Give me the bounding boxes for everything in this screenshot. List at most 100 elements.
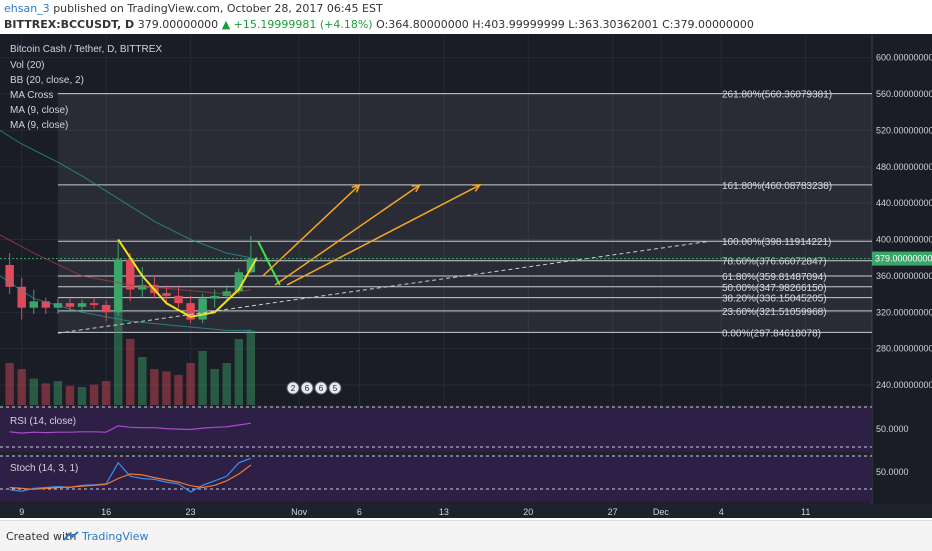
legend-bb[interactable]: BB (20, close, 2) (10, 75, 84, 86)
change-value: +15.19999981 (+4.18%) (233, 18, 373, 31)
candle-body (174, 295, 183, 304)
up-arrow-icon: ▲ (221, 18, 231, 31)
fib-level-label: 50.00%(347.98266150) (722, 283, 827, 294)
y-axis-labels: 600.00000000 560.00000000 520.00000000 480.… (876, 53, 932, 390)
bb-lower-line (0, 275, 251, 331)
x-tick-label: Dec (653, 507, 670, 517)
x-tick-label: 23 (186, 507, 196, 517)
volume-bar (150, 369, 159, 405)
price-pane (0, 34, 872, 405)
rsi-pane (0, 407, 872, 452)
last-price: 379.00000000 (137, 18, 219, 31)
candle-body (89, 303, 99, 305)
x-tick-label: 13 (439, 507, 449, 517)
bb-upper-line (0, 129, 251, 259)
candle-body (17, 286, 26, 308)
fib-zone (57, 93, 873, 333)
volume-bar (222, 363, 231, 405)
tradingview-logo-icon (63, 531, 79, 541)
stoch-k-line (9, 457, 252, 493)
candle-body (41, 301, 51, 308)
rsi-label[interactable]: RSI (14, close) (10, 416, 76, 427)
legend-ma-1[interactable]: MA (9, close) (10, 105, 68, 116)
indicator-legend: Bitcoin Cash / Tether, D, BITTREX Vol (2… (10, 44, 162, 131)
stoch-level-label: 50.0000 (876, 467, 909, 477)
volume-bar (186, 363, 195, 405)
volume-bar (29, 378, 38, 405)
candle-body (234, 272, 244, 292)
volume-bar (113, 285, 123, 405)
arrow-head-icon (351, 183, 361, 193)
y-tick-label: 480.00000000 (876, 162, 932, 172)
volume-bar (17, 369, 26, 405)
x-tick-label: 6 (357, 507, 362, 517)
bb-middle-line (0, 234, 251, 295)
pullback-line (257, 240, 281, 286)
volume-bar (174, 375, 183, 405)
volume-bar (234, 339, 244, 405)
volume-bar (77, 387, 87, 405)
volume-bar (41, 383, 51, 405)
x-axis-labels: 9 16 23 Nov 6 13 20 27 Dec 4 11 (19, 507, 810, 517)
volume-bar (126, 339, 135, 405)
legend-ma-2[interactable]: MA (9, close) (10, 120, 68, 131)
arrow-head-icon (411, 183, 422, 193)
volume-bar (138, 357, 147, 405)
x-tick-label: 27 (608, 507, 618, 517)
fib-level-label: 0.00%(297.84618078) (722, 328, 821, 339)
author-link[interactable]: ehsan_3 (4, 2, 50, 15)
footer: Created with TradingView (0, 520, 932, 551)
volume-bars (5, 285, 256, 405)
y-tick-label: 520.00000000 (876, 125, 932, 135)
candle-body (113, 259, 123, 313)
fibonacci-retracement[interactable]: 261.80%(560.36079381) 161.80%(460.0878323… (57, 90, 873, 340)
event-badge-icon (314, 381, 328, 395)
target-arrow-line (286, 184, 481, 286)
publish-line: ehsan_3 published on TradingView.com, Oc… (4, 2, 383, 15)
arrow-head-icon (472, 184, 482, 192)
fib-level-label: 38.20%(336.15045205) (722, 294, 827, 305)
x-tick-label: Nov (291, 507, 308, 517)
fib-level-label: 100.00%(398.11914221) (722, 237, 831, 248)
stoch-d-line (9, 464, 252, 490)
created-with-label: Created with (6, 530, 77, 543)
candle-body (198, 298, 207, 320)
legend-ma-cross[interactable]: MA Cross (10, 90, 53, 101)
y-tick-label: 320.00000000 (876, 307, 932, 317)
symbol-label: BITTREX:BCCUSDT, D (4, 18, 135, 31)
low-value: L:363.30362001 (568, 18, 659, 31)
high-value: H:403.99999999 (472, 18, 565, 31)
last-price-tag (872, 251, 932, 266)
trend-line (57, 240, 710, 334)
candle-body (162, 293, 171, 296)
y-tick-label: 560.00000000 (876, 89, 932, 99)
tradingview-brand-link[interactable]: TradingView (82, 530, 149, 543)
candle-body (126, 259, 135, 290)
event-badge-count: 6 (305, 384, 310, 393)
ohlc-line: BITTREX:BCCUSDT, D 379.00000000 ▲ +15.19… (4, 18, 754, 31)
legend-vol[interactable]: Vol (20) (10, 60, 44, 71)
cup-pattern-line (117, 238, 258, 318)
rsi-level-label: 50.0000 (876, 424, 909, 434)
candle-body (186, 303, 195, 320)
volume-bar (198, 351, 207, 405)
chart[interactable]: 261.80%(560.36079381) 161.80%(460.0878323… (0, 34, 932, 518)
candle-body (5, 264, 14, 287)
rsi-line (9, 422, 251, 434)
candle-body (246, 258, 256, 273)
x-tick-label: 16 (101, 507, 111, 517)
drawings[interactable]: 379.00000000 (0, 129, 932, 334)
stoch-label[interactable]: Stoch (14, 3, 1) (10, 463, 78, 474)
y-tick-label: 400.00000000 (876, 235, 932, 245)
event-badge-count: 6 (319, 384, 324, 393)
y-tick-label: 280.00000000 (876, 344, 932, 354)
x-tick-label: 11 (801, 507, 810, 517)
stoch-pane (0, 456, 872, 501)
x-tick-label: 20 (523, 507, 533, 517)
event-badge-icon (286, 381, 300, 395)
candle-body (77, 303, 87, 307)
publish-info: published on TradingView.com, October 28… (53, 2, 383, 15)
last-price-label: 379.00000000 (875, 254, 932, 264)
event-badge-count: 5 (333, 384, 338, 393)
